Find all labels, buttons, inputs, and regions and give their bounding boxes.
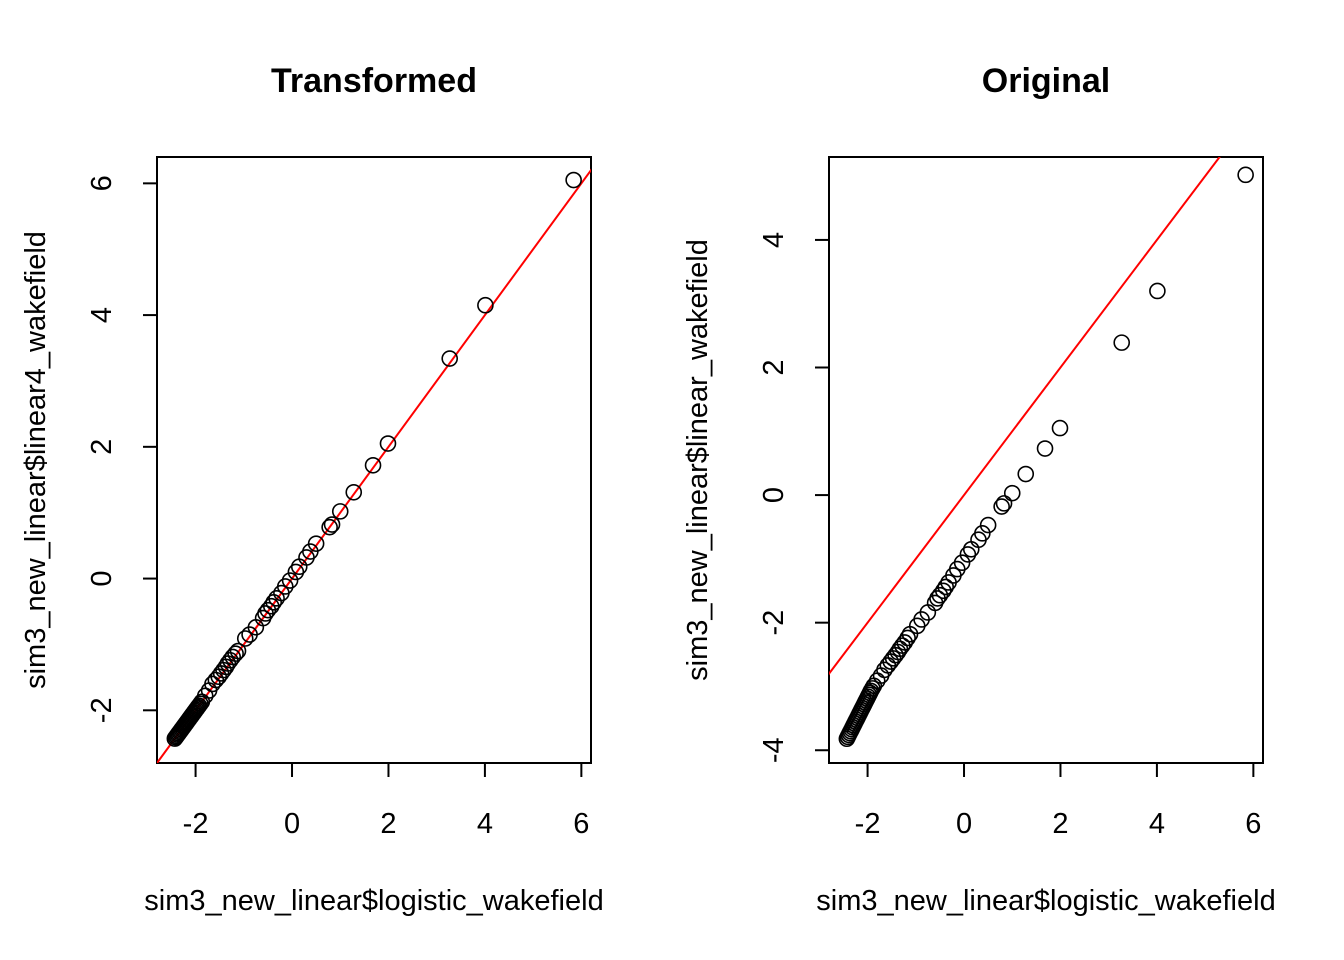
- data-point: [1237, 166, 1254, 184]
- data-point: [899, 629, 916, 647]
- x-tick-label: -2: [183, 808, 209, 840]
- y-tick-label: 6: [86, 175, 118, 191]
- data-point: [1017, 465, 1035, 483]
- data-point: [321, 518, 338, 536]
- data-point: [974, 525, 991, 542]
- x-tick-label: 6: [573, 808, 589, 840]
- data-point: [1051, 419, 1069, 437]
- x-tick-label: 0: [956, 808, 972, 840]
- data-point: [1036, 440, 1054, 457]
- data-point: [934, 582, 952, 600]
- data-point: [937, 578, 954, 596]
- y-tick-label: 2: [86, 439, 118, 455]
- data-point: [477, 296, 494, 314]
- panel-original: Original sim3_new_linear$logistic_wakefi…: [682, 62, 1276, 917]
- data-point: [345, 483, 363, 501]
- data-point: [993, 498, 1010, 515]
- x-axis-label: sim3_new_linear$logistic_wakefield: [144, 885, 603, 917]
- data-point: [379, 435, 397, 452]
- x-tick-label: 4: [1149, 808, 1165, 840]
- y-axis-label: sim3_new_linear$linear4_wakefield: [20, 231, 52, 689]
- data-point: [995, 495, 1013, 512]
- data-point: [287, 563, 305, 581]
- data-point: [876, 661, 893, 679]
- y-tick-label: -2: [86, 697, 118, 723]
- x-tick-label: 6: [1245, 808, 1261, 840]
- x-tick-label: 2: [380, 808, 396, 840]
- x-tick-label: 4: [477, 808, 493, 840]
- data-point: [236, 630, 254, 647]
- plot-frame: [828, 156, 1264, 764]
- data-point: [190, 697, 208, 714]
- data-point: [268, 590, 285, 607]
- data-point: [931, 586, 949, 604]
- y-tick-label: 0: [86, 570, 118, 586]
- data-point: [565, 171, 582, 189]
- data-point: [224, 648, 242, 666]
- data-point: [441, 350, 459, 367]
- y-tick-label: -4: [758, 737, 790, 763]
- data-point: [364, 456, 382, 474]
- y-tick-label: 0: [758, 487, 790, 503]
- data-point: [1113, 334, 1131, 351]
- panel-transformed: Transformed sim3_new_linear$logistic_wak…: [20, 62, 604, 917]
- data-point: [192, 695, 209, 713]
- data-point: [207, 671, 225, 689]
- data-point: [196, 687, 214, 705]
- chart-title: Original: [982, 62, 1110, 100]
- plot-frame: [156, 156, 592, 764]
- data-point: [962, 541, 980, 558]
- x-tick-label: -2: [855, 808, 881, 840]
- data-point: [276, 578, 294, 595]
- data-point: [896, 634, 914, 651]
- data-point: [227, 645, 244, 662]
- y-tick-label: 4: [86, 307, 118, 323]
- y-tick-label: -2: [758, 610, 790, 636]
- data-point: [979, 516, 997, 534]
- data-point: [953, 554, 971, 572]
- data-point: [1003, 484, 1021, 502]
- data-point: [1149, 282, 1166, 300]
- plot-area: -2 0 2 4 6 -4 -2 0 2 4: [758, 156, 1264, 840]
- chart-title: Transformed: [271, 62, 477, 100]
- data-point: [281, 572, 299, 589]
- data-point: [323, 516, 341, 533]
- y-tick-label: 4: [758, 232, 790, 248]
- data-point: [331, 503, 349, 520]
- y-axis-label: sim3_new_linear$linear_wakefield: [682, 239, 714, 681]
- x-tick-label: 0: [284, 808, 300, 840]
- data-point: [229, 642, 247, 660]
- x-tick-label: 2: [1052, 808, 1068, 840]
- data-point: [959, 546, 977, 563]
- data-point: [307, 535, 325, 552]
- data-point: [872, 667, 890, 684]
- x-axis-label: sim3_new_linear$logistic_wakefield: [816, 885, 1275, 917]
- reference-line: [829, 157, 1221, 676]
- plot-area: -2 0 2 4 6 -2 0 2 4 6: [86, 156, 592, 840]
- y-tick-label: 2: [758, 359, 790, 375]
